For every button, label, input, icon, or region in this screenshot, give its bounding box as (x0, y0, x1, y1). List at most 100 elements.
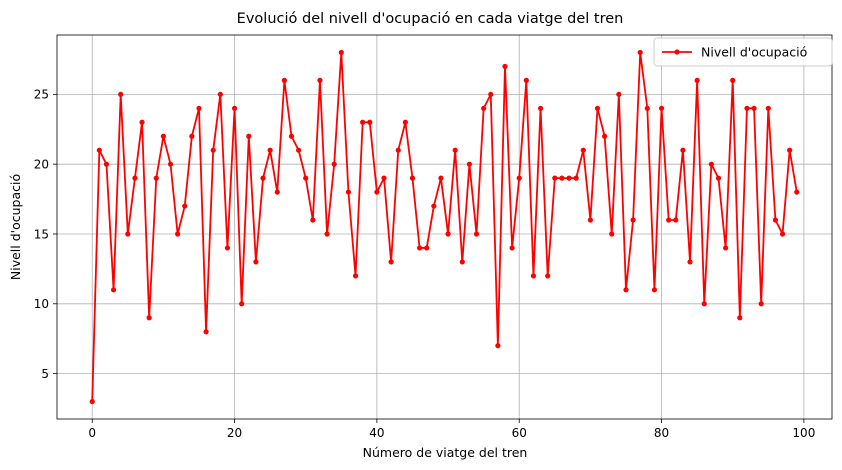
x-tick-label: 20 (227, 426, 242, 440)
data-point (509, 245, 515, 251)
data-point (758, 301, 764, 307)
data-point (338, 49, 344, 56)
data-point (388, 259, 394, 265)
data-point (253, 259, 259, 265)
data-point (409, 175, 416, 181)
data-point (402, 119, 408, 125)
data-point (502, 63, 508, 70)
axes-frame (56, 34, 833, 420)
x-tick-label: 100 (792, 426, 815, 440)
data-point (231, 105, 238, 111)
data-point (374, 189, 380, 195)
y-tick-label: 10 (34, 297, 49, 311)
x-tick-label: 0 (88, 426, 96, 440)
data-point (424, 245, 430, 251)
y-axis-title: Nivell d'ocupació (8, 174, 23, 280)
x-tick-label: 80 (654, 426, 669, 440)
axes (56, 34, 833, 420)
y-tick-label: 5 (41, 367, 49, 381)
data-point (110, 287, 117, 293)
x-axis-title: Número de viatge del tren (363, 445, 528, 460)
legend: Nivell d'ocupació (653, 37, 833, 67)
data-point (666, 217, 672, 223)
data-point (217, 91, 223, 97)
data-point (196, 105, 202, 111)
data-point (153, 175, 159, 181)
data-point (623, 287, 629, 293)
data-point (274, 189, 280, 195)
data-point (779, 231, 786, 237)
data-point (367, 119, 373, 125)
data-point (687, 259, 693, 265)
data-point (445, 231, 451, 237)
data-point (260, 175, 266, 181)
y-tick-label: 15 (34, 227, 49, 241)
data-point (580, 147, 586, 153)
data-point (488, 91, 494, 97)
data-point (395, 147, 401, 153)
data-point (125, 231, 131, 237)
data-point (160, 133, 166, 139)
data-point (573, 175, 579, 181)
y-tick-label: 25 (34, 88, 49, 102)
data-point (96, 147, 102, 153)
data-point (431, 203, 437, 209)
data-point (438, 175, 444, 181)
data-point (459, 259, 465, 265)
data-point (381, 175, 387, 181)
data-point (751, 105, 757, 111)
data-point (182, 203, 188, 209)
data-point (189, 133, 195, 139)
data-point (118, 91, 124, 97)
y-tick-label: 20 (34, 157, 49, 171)
data-point (587, 217, 593, 223)
data-point (352, 273, 359, 279)
series-line (91, 51, 798, 402)
legend-label: Nivell d'ocupació (701, 45, 807, 60)
legend-marker-swatch (674, 49, 680, 55)
data-point (723, 245, 729, 251)
data-point (360, 119, 366, 125)
data-point (794, 189, 800, 195)
data-point (680, 147, 686, 153)
data-point (89, 398, 95, 405)
data-point (644, 105, 650, 111)
data-point (452, 147, 458, 153)
legend-box (653, 37, 833, 67)
data-point (203, 329, 209, 335)
data-point (345, 189, 352, 195)
ticks: 0 20 40 60 80 100 5 10 15 20 25 (34, 88, 816, 440)
data-point (715, 175, 722, 181)
data-point (737, 315, 743, 321)
data-point (651, 287, 658, 293)
data-point (175, 231, 181, 237)
data-point (559, 175, 565, 181)
data-point (772, 217, 779, 223)
data-point (495, 343, 501, 349)
data-point (701, 301, 707, 307)
data-point (616, 91, 622, 97)
data-point (481, 105, 487, 111)
data-point (466, 161, 473, 167)
data-point (132, 175, 138, 181)
data-point (545, 273, 551, 279)
data-point (224, 245, 231, 251)
data-point (473, 231, 480, 237)
data-point (246, 133, 252, 139)
data-point (530, 273, 537, 279)
data-point (317, 77, 323, 83)
data-point (303, 175, 309, 181)
data-point (787, 147, 793, 153)
data-point (523, 77, 529, 83)
data-point (594, 105, 601, 111)
data-point (103, 161, 110, 167)
data-point (744, 105, 750, 111)
data-point (566, 175, 572, 181)
data-point (416, 245, 423, 251)
data-point (239, 301, 245, 307)
data-point (765, 105, 771, 111)
data-point (673, 217, 679, 223)
data-point (637, 49, 643, 56)
x-tick-label: 40 (369, 426, 384, 440)
